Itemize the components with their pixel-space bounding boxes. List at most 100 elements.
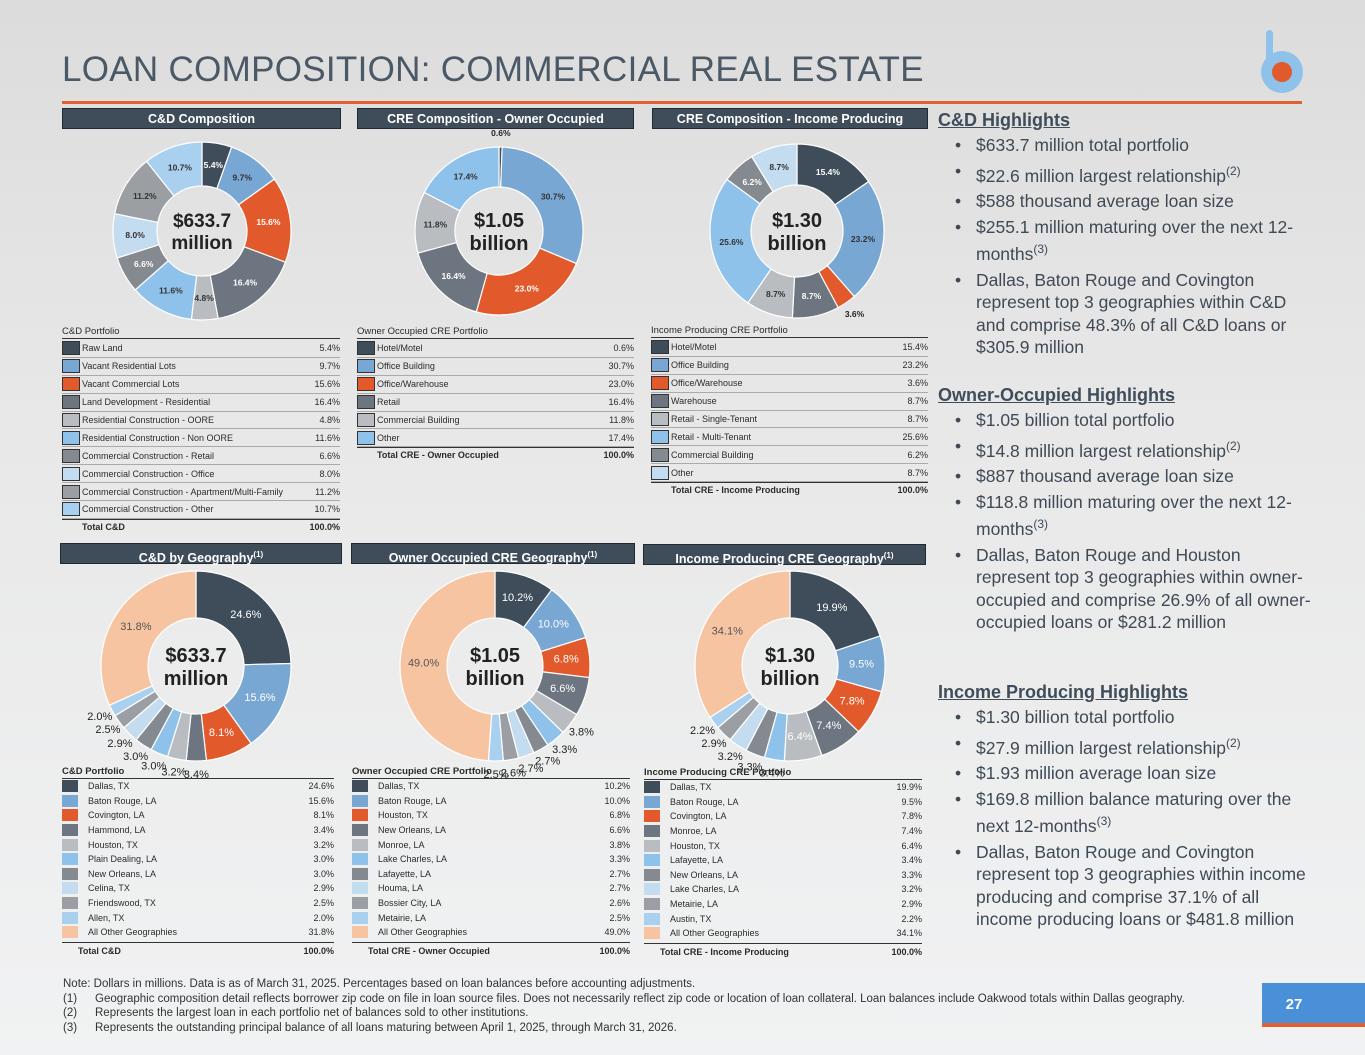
donut-data-label: 30.7% <box>541 192 566 202</box>
table-row: Celina, TX 2.9% <box>62 881 334 896</box>
table-row: Office Building 23.2% <box>651 357 928 375</box>
row-label: Office/Warehouse <box>671 378 743 389</box>
legend-swatch <box>644 898 660 911</box>
legend-swatch <box>62 809 78 822</box>
donut-data-label: 8.0% <box>125 230 145 240</box>
legend-swatch <box>352 867 368 880</box>
donut-center-unit: million <box>164 668 228 690</box>
row-percent: 2.9% <box>313 883 334 894</box>
oo-highlights-title: Owner-Occupied Highlights <box>938 385 1176 405</box>
row-label: Monroe, LA <box>378 839 425 850</box>
footnote-main: Note: Dollars in millions. Data is as of… <box>63 978 696 990</box>
table-row: Retail 16.4% <box>357 394 634 412</box>
legend-swatch <box>352 926 368 939</box>
donut-slice <box>100 570 197 706</box>
donut-data-label: 8.7% <box>769 162 789 172</box>
donut-data-label: 10.7% <box>168 163 193 173</box>
row-percent: 3.2% <box>313 839 334 850</box>
oo-composition-donut: 0.6% 30.7% 23.0% 16.4% 11.8% 17.4% $1.05billio… <box>414 128 584 316</box>
row-label: Houston, TX <box>670 840 720 851</box>
donut-data-label: 2.0% <box>87 711 112 723</box>
row-label: Office Building <box>377 361 435 372</box>
table-row: Metairie, LA 2.5% <box>352 910 630 925</box>
total-percent: 100.0% <box>897 485 928 496</box>
row-percent: 25.6% <box>902 431 928 442</box>
row-percent: 8.0% <box>319 468 340 479</box>
table-row: Commercial Construction - Office 8.0% <box>62 465 340 484</box>
row-label: Warehouse <box>671 396 717 407</box>
cd-portfolio-table: C&D Portfolio Raw Land 5.4% Vacant Resident… <box>62 326 340 534</box>
row-percent: 8.7% <box>907 467 928 478</box>
row-label: Dallas, TX <box>88 781 130 792</box>
table-row: All Other Geographies 31.8% <box>62 925 334 940</box>
row-label: All Other Geographies <box>88 927 178 938</box>
table-row: New Orleans, LA 6.6% <box>352 823 630 838</box>
legend-swatch <box>352 794 368 807</box>
row-percent: 3.0% <box>313 854 334 865</box>
brand-logo <box>1261 30 1303 93</box>
table-row: Friendswood, TX 2.5% <box>62 896 334 911</box>
donut-data-label: 23.0% <box>515 284 540 294</box>
donut-data-label: 16.4% <box>233 277 258 287</box>
row-percent: 11.2% <box>315 486 340 497</box>
cd-highlight-item: $633.7 million total portfolio <box>938 134 1318 157</box>
legend-swatch <box>651 429 669 444</box>
donut-slice <box>826 180 885 298</box>
donut-data-label: 2.6% <box>501 767 526 779</box>
legend-swatch <box>62 838 78 851</box>
row-label: Hotel/Motel <box>671 342 717 353</box>
donut-center-unit: billion <box>466 668 525 690</box>
table-row: Allen, TX 2.0% <box>62 910 334 925</box>
donut-data-label: 9.7% <box>233 172 253 182</box>
legend-swatch <box>352 897 368 910</box>
total-percent: 100.0% <box>309 521 340 532</box>
donut-data-label: 2.5% <box>95 724 120 736</box>
row-label: Houston, TX <box>378 810 428 821</box>
page-number-box <box>1262 983 1365 1027</box>
legend-swatch <box>644 912 660 925</box>
row-label: Commercial Construction - Retail <box>82 450 215 461</box>
row-label: Monroe, LA <box>670 826 717 837</box>
oo-portfolio-table: Owner Occupied CRE Portfolio Hotel/Motel 0… <box>357 326 634 462</box>
row-percent: 3.0% <box>313 868 334 879</box>
donut-center-unit: million <box>171 233 232 254</box>
row-percent: 2.7% <box>609 868 630 879</box>
row-percent: 6.2% <box>907 449 928 460</box>
ip-highlights: Income Producing Highlights $1.30 billio… <box>938 682 1318 934</box>
table-row: Vacant Residential Lots 9.7% <box>62 358 340 376</box>
row-label: Covington, LA <box>670 811 727 822</box>
row-percent: 5.4% <box>319 343 340 354</box>
row-label: Metairie, LA <box>670 899 719 910</box>
row-label: Baton Rouge, LA <box>378 795 447 806</box>
row-percent: 11.8% <box>609 415 634 425</box>
row-percent: 3.3% <box>609 854 630 865</box>
total-percent: 100.0% <box>303 946 334 957</box>
legend-swatch <box>357 413 375 427</box>
table-caption: Income Producing CRE Portfolio <box>651 325 928 338</box>
donut-data-label: 15.6% <box>256 217 281 227</box>
donut-slice <box>195 570 292 666</box>
row-label: Houma, LA <box>378 883 424 894</box>
ip-portfolio-table: Income Producing CRE Portfolio Hotel/Mote… <box>651 325 928 497</box>
legend-swatch <box>352 824 368 837</box>
row-percent: 23.2% <box>902 360 928 371</box>
donut-center-amount: $633.7 <box>173 211 231 232</box>
donut-data-label: 16.4% <box>442 271 467 281</box>
table-row: Covington, LA 7.8% <box>644 809 922 824</box>
donut-data-label: 0.6% <box>491 128 511 138</box>
row-label: Vacant Commercial Lots <box>82 379 180 390</box>
donut-center-amount: $1.05 <box>470 645 520 667</box>
row-label: Commercial Construction - Other <box>82 504 214 515</box>
row-percent: 0.6% <box>613 343 634 354</box>
donut-slice <box>500 146 584 265</box>
row-percent: 2.6% <box>609 898 630 909</box>
row-percent: 2.2% <box>901 913 922 924</box>
row-label: Houston, TX <box>88 839 138 850</box>
row-label: Commercial Building <box>377 415 460 425</box>
donut-data-label: 49.0% <box>408 658 439 670</box>
table-row: Lafayette, LA 3.4% <box>644 853 922 868</box>
total-label: Total CRE - Owner Occupied <box>368 946 490 957</box>
donut-data-label: 19.9% <box>816 602 847 614</box>
row-percent: 4.8% <box>319 415 340 425</box>
donut-data-label: 3.4% <box>184 769 209 781</box>
